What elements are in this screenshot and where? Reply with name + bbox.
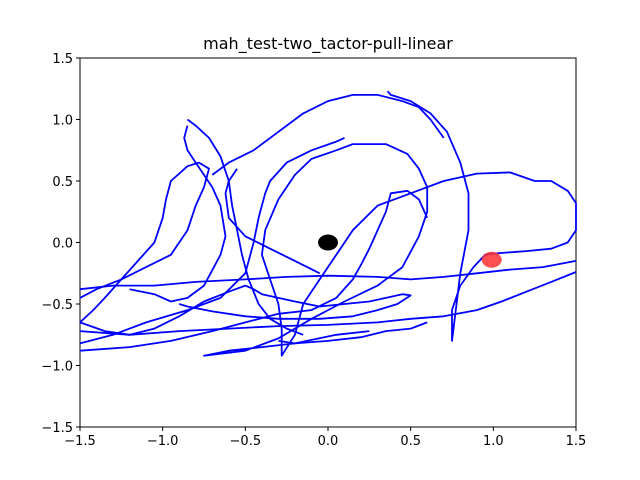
y-tick-label: −1.0 [41, 360, 73, 375]
y-tick-label: −0.5 [41, 298, 73, 313]
trajectory-line-7 [186, 118, 304, 336]
x-tick-label: −1.5 [64, 434, 96, 449]
trajectory-line-1 [79, 161, 210, 324]
trajectory-line-4 [79, 189, 429, 352]
origin-marker [318, 234, 338, 251]
x-tick-label: 0.0 [318, 434, 339, 449]
trajectory-line-3 [79, 271, 577, 336]
x-tick-label: −1.0 [147, 434, 179, 449]
x-axis: −1.5 −1.0 −0.5 0.0 0.5 1.0 1.5 [64, 427, 586, 449]
target-marker [481, 251, 502, 268]
trajectory-line-9 [129, 125, 227, 303]
trajectory-line-11 [224, 168, 321, 275]
chart-title: mah_test-two_tactor-pull-linear [203, 34, 453, 54]
marker-layer [318, 234, 502, 268]
y-tick-label: −1.5 [41, 421, 73, 436]
y-tick-label: 1.5 [52, 52, 73, 67]
x-tick-label: 1.0 [483, 434, 504, 449]
x-tick-label: 0.5 [400, 434, 421, 449]
x-tick-label: −0.5 [230, 434, 262, 449]
y-tick-label: 1.0 [52, 114, 73, 129]
y-tick-label: 0.5 [52, 175, 73, 190]
x-tick-label: 1.5 [566, 434, 587, 449]
trajectory-line-2 [79, 284, 412, 336]
y-tick-label: 0.0 [52, 237, 73, 252]
trajectory-line-10 [278, 321, 428, 345]
trajectory-line-5 [79, 260, 577, 291]
series-layer [79, 90, 577, 357]
trajectory-line-0 [203, 90, 577, 357]
trajectory-line-8 [211, 94, 445, 176]
y-axis: −1.5 −1.0 −0.5 0.0 0.5 1.0 1.5 [41, 52, 80, 436]
trajectory-line-6 [79, 137, 345, 345]
